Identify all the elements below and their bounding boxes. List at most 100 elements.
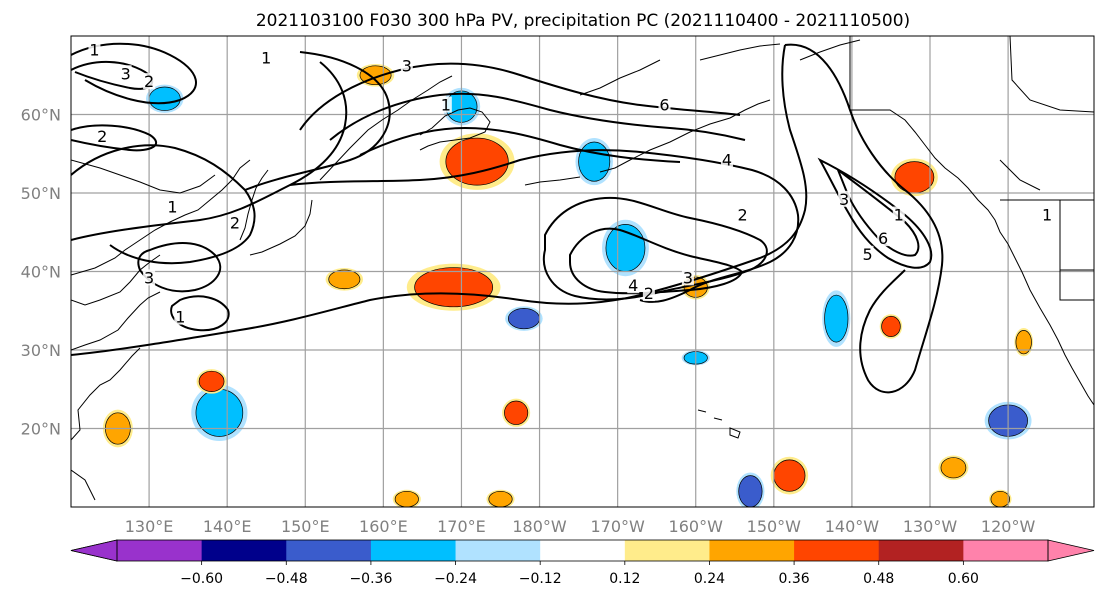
colorbar-band-10 [963,540,1049,561]
contour-label-20: 2 [642,284,655,303]
pv-contours [71,42,944,394]
contour-label-16: 6 [877,229,890,248]
contour-label-17: 5 [861,245,874,264]
svg-text:1: 1 [894,206,904,225]
lon-tick-label-4: 170°E [437,517,486,536]
precip-patch-11 [890,158,938,197]
contour-label-7: 4 [720,151,733,170]
precip-patch-18 [736,472,765,507]
contour-label-13: 2 [736,206,749,225]
svg-text:6: 6 [659,96,669,115]
colorbar-band-1 [201,540,287,561]
colorbar: −0.60 −0.48 −0.36 −0.24 −0.12 0.12 0.24 0.36 0.4… [70,539,1095,587]
coastlines [71,36,1094,501]
pv-contour-japan [137,242,230,332]
axis-ticks: 60°N 50°N 40°N 30°N 20°N 130°E 140°E 150°E 160°E… [21,106,1036,537]
figure-title: 2021103100 F030 300 hPa PV, precipitatio… [256,11,910,31]
svg-text:2: 2 [97,127,107,146]
contour-label-10: 2 [228,213,241,232]
precip-patch-2 [439,133,515,190]
colorbar-band-2 [286,540,372,561]
precip-patch-22 [1014,328,1034,357]
pv-contour-4-pacific [569,227,744,295]
svg-text:6: 6 [878,229,888,248]
svg-text:2: 2 [230,213,240,232]
lon-tick-label-1: 140°E [203,517,252,536]
svg-text:2: 2 [644,284,654,303]
svg-text:3: 3 [839,190,849,209]
svg-text:5: 5 [862,245,872,264]
precip-patch-4 [575,138,613,186]
svg-text:1: 1 [175,308,185,327]
contour-label-15: 1 [892,206,905,225]
lat-tick-label-2: 40°N [21,263,61,282]
svg-text:4: 4 [722,151,732,170]
precip-patch-8 [505,306,543,331]
svg-text:4: 4 [628,276,638,295]
precip-patch-13 [196,369,227,394]
colorbar-tick-label-9: 0.60 [948,571,979,587]
lat-tick-label-3: 30°N [21,341,61,360]
svg-text:3: 3 [683,268,693,287]
contour-label-11: 3 [143,268,156,287]
coast-hawaii [697,409,741,439]
colorbar-band-6 [624,540,710,561]
coast-aleutians [524,43,781,186]
contour-label-5: 1 [260,49,273,68]
pv-contour-1-main [71,43,944,394]
precip-patch-20 [938,455,969,480]
colorbar-band-9 [878,540,964,561]
precip-patch-23 [486,489,515,507]
precip-patch-21 [879,314,903,339]
colorbar-tick-label-3: −0.24 [434,571,477,587]
lon-tick-label-11: 120°W [981,517,1036,536]
precip-patch-12 [191,384,248,442]
precip-patch-10 [822,290,851,347]
svg-text:3: 3 [402,56,412,75]
colorbar-band-5 [540,540,626,561]
colorbar-tick-label-5: 0.12 [609,571,640,587]
lon-tick-label-5: 180°W [512,517,567,536]
svg-text:1: 1 [441,96,451,115]
lon-tick-label-7: 160°W [669,517,724,536]
svg-text:3: 3 [121,64,131,83]
contour-label-3: 3 [400,56,413,75]
pv-contour-east-nest [817,157,933,269]
contour-label-6: 6 [658,96,671,115]
contour-label-9: 1 [166,198,179,217]
precip-patch-7 [325,268,364,291]
contour-label-12: 1 [174,308,187,327]
lat-tick-label-4: 20°N [21,420,61,439]
svg-text:2: 2 [144,72,154,91]
colorbar-tick-label-4: −0.12 [519,571,562,587]
colorbar-tick-label-6: 0.24 [694,571,725,587]
precip-patch-17 [770,456,809,495]
colorbar-tick-label-2: −0.36 [349,571,392,587]
colorbar-tick-label-0: −0.60 [180,571,223,587]
contour-label-21: 1 [1041,206,1054,225]
precip-patch-6 [406,263,501,311]
svg-text:1: 1 [167,198,177,217]
contour-label-1: 3 [119,64,132,83]
lat-tick-label-1: 50°N [21,184,61,203]
contour-label-18: 4 [627,276,640,295]
svg-text:1: 1 [261,49,271,68]
lon-tick-label-10: 130°W [903,517,958,536]
colorbar-band-4 [455,540,541,561]
svg-text:1: 1 [89,41,99,60]
colorbar-band-7 [709,540,795,561]
precip-patch-25 [989,489,1012,507]
lon-tick-label-6: 170°W [590,517,645,536]
precip-patch-24 [392,489,421,507]
lon-tick-label-2: 150°E [281,517,330,536]
contour-label-8: 1 [439,96,452,115]
lat-tick-label-0: 60°N [21,106,61,125]
colorbar-extend-high [1047,539,1095,562]
lon-tick-label-0: 130°E [125,517,174,536]
colorbar-tick-label-7: 0.36 [779,571,810,587]
svg-text:1: 1 [1042,206,1052,225]
colorbar-frame [116,539,1049,562]
